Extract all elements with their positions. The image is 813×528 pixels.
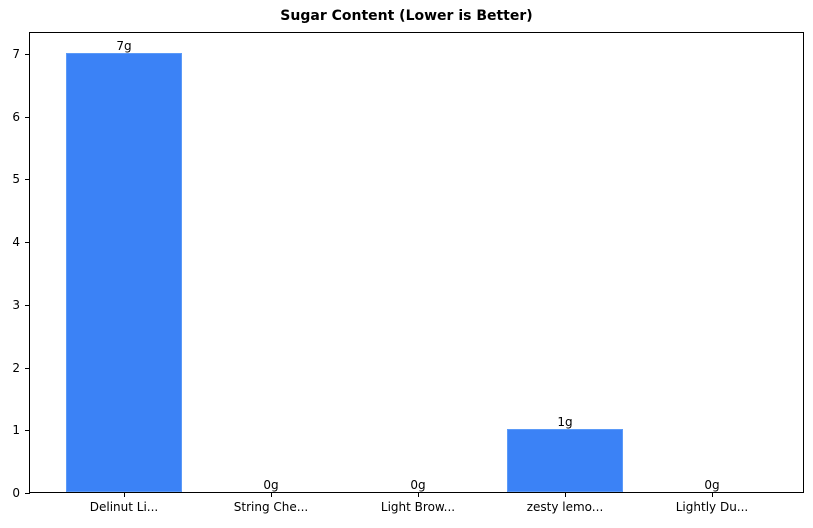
y-tick-label: 6 — [12, 109, 20, 124]
y-tick — [25, 53, 30, 55]
y-tick — [25, 493, 30, 494]
y-tick-label: 1 — [12, 423, 20, 438]
chart-title: Sugar Content (Lower is Better) — [280, 8, 533, 24]
x-tick — [418, 492, 419, 497]
x-tick-label: Light Brow... — [380, 500, 456, 514]
x-tick-label: Lightly Du... — [675, 500, 749, 514]
bar-value-label: 0g — [704, 478, 720, 492]
y-tick — [25, 179, 30, 181]
x-tick — [124, 492, 125, 497]
y-tick-label: 3 — [12, 297, 20, 312]
bar-value-label: 1g — [557, 415, 573, 430]
bar — [507, 429, 623, 492]
x-tick-label: String Che... — [233, 500, 309, 514]
y-tick — [25, 430, 30, 432]
y-tick-label: 5 — [12, 172, 20, 187]
y-tick-label: 0 — [12, 486, 20, 500]
x-tick — [565, 492, 566, 497]
bar-value-label: 0g — [410, 478, 426, 492]
bar-value-label: 0g — [263, 478, 279, 492]
x-tick-label: Delinut Li... — [89, 500, 159, 514]
x-tick-label: zesty lemo... — [526, 500, 604, 514]
y-tick — [25, 116, 30, 118]
y-tick — [25, 242, 30, 244]
x-tick — [271, 492, 272, 497]
x-tick — [712, 492, 713, 497]
plot-area: 7g Delinut Li... 0g String Che... 0g Light Br… — [12, 32, 804, 514]
y-tick-label: 7 — [12, 46, 20, 61]
y-tick-label: 2 — [12, 360, 20, 375]
bar — [66, 52, 182, 492]
bar-value-label: 7g — [116, 38, 132, 53]
y-tick — [25, 304, 30, 306]
y-tick — [25, 367, 30, 369]
y-tick-label: 4 — [12, 235, 20, 250]
